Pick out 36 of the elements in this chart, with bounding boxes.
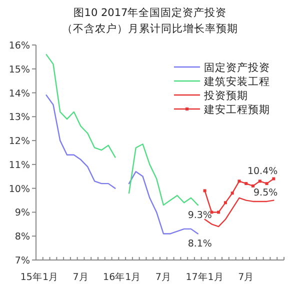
y-tick-label: 7% xyxy=(14,256,30,266)
point xyxy=(265,182,268,186)
point xyxy=(224,201,227,204)
legend-label: 固定资产投资 xyxy=(204,61,270,74)
y-tick-label: 13% xyxy=(8,112,30,124)
x-tick-label: 17年1月 xyxy=(186,271,224,283)
y-tick-label: 15% xyxy=(8,64,30,76)
point xyxy=(217,210,220,214)
y-tick-label: 16% xyxy=(8,40,30,52)
x-tick-label: 7月 xyxy=(72,272,89,283)
point xyxy=(272,177,276,180)
y-tick-label: 9% xyxy=(14,208,30,219)
y-tick-label: 14% xyxy=(8,88,30,100)
point xyxy=(230,192,234,195)
y-tick-label: 10% xyxy=(8,184,30,195)
legend-label: 投资预期 xyxy=(203,90,248,102)
chart-title: 图10 2017年全国固定资产投资 xyxy=(73,6,227,19)
x-tick-label: 15年1月 xyxy=(20,271,59,283)
chart-subtitle: （不含农户）月累计同比增长率预期 xyxy=(62,22,238,35)
point xyxy=(203,189,206,192)
data-label: 9.3% xyxy=(188,210,212,222)
y-tick-label: 8% xyxy=(14,232,30,243)
data-label: 10.4% xyxy=(247,166,278,177)
x-tick-label: 16年1月 xyxy=(103,271,142,283)
point xyxy=(258,180,262,183)
x-tick-label: 7月 xyxy=(238,272,254,283)
point xyxy=(252,184,254,188)
data-label: 8.1% xyxy=(188,238,212,250)
legend-label: 建筑安装工程 xyxy=(203,75,270,88)
data-label: 9.5% xyxy=(254,187,278,198)
point xyxy=(238,180,241,183)
y-tick-label: 12% xyxy=(8,136,30,148)
y-tick-label: 11% xyxy=(8,160,30,171)
point xyxy=(244,182,248,186)
legend-label: 建安工程预期 xyxy=(203,103,270,116)
x-tick-label: 7月 xyxy=(155,272,172,283)
